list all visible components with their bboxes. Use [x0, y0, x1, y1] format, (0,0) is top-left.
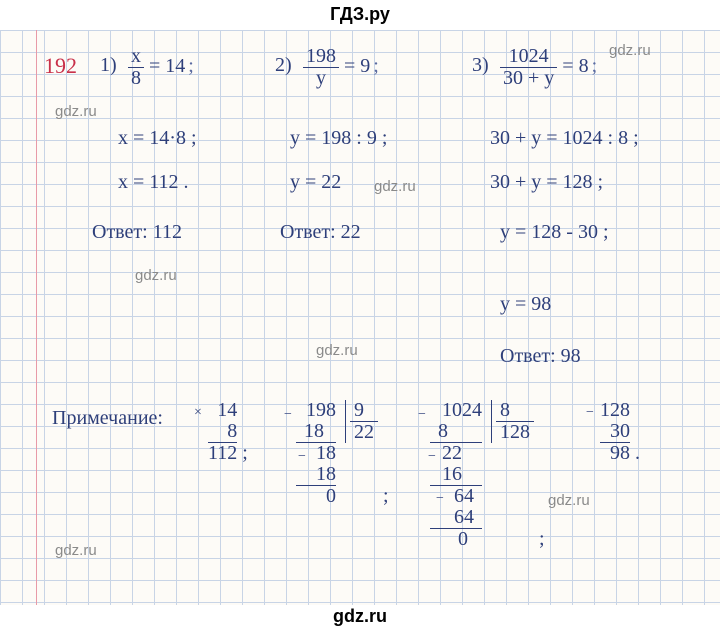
p3-step4: y = 98 [500, 294, 551, 314]
p2-step2: y = 22 [290, 172, 341, 192]
p1-answer: Ответ: 112 [92, 222, 182, 242]
watermark: gdz.ru [55, 542, 97, 559]
problem-number: 192 [44, 55, 77, 77]
calc-sub-128-30: − 128 30 98 . [600, 400, 640, 464]
p3-step1: 30 + y = 1024 : 8 ; [490, 128, 639, 148]
watermark: gdz.ru [55, 103, 97, 120]
margin-line [36, 30, 37, 605]
p3-step3: y = 128 - 30 ; [500, 222, 609, 242]
p1-equation: x8 = 14 [128, 46, 194, 89]
page-header: ГДЗ.ру [0, 4, 720, 25]
p2-answer: Ответ: 22 [280, 222, 361, 242]
page-footer: gdz.ru [0, 606, 720, 627]
p3-answer: Ответ: 98 [500, 346, 581, 366]
watermark: gdz.ru [609, 42, 651, 59]
p3-step2: 30 + y = 128 ; [490, 172, 603, 192]
p3-equation: 102430 + y = 8 [500, 46, 597, 89]
note-label: Примечание: [52, 408, 163, 428]
p2-equation: 198y = 9 [303, 46, 379, 89]
watermark: gdz.ru [374, 178, 416, 195]
watermark: gdz.ru [548, 492, 590, 509]
calc-mul-14x8: × 14 8 112 ; [208, 400, 248, 464]
calc-div-198-9: − 198 18 18 18 0 − 9 22 ; [296, 400, 389, 507]
p2-step1: y = 198 : 9 ; [290, 128, 387, 148]
watermark: gdz.ru [316, 342, 358, 359]
p1-step1: x = 14·8 ; [118, 128, 197, 148]
p1-label: 1) [100, 55, 117, 75]
calc-div-1024-8: − 1024 8 22 16 64 64 0 − − 8 128 ; [430, 400, 545, 550]
p1-step2: x = 112 . [118, 172, 189, 192]
p3-label: 3) [472, 55, 489, 75]
p2-label: 2) [275, 55, 292, 75]
graph-paper [0, 30, 720, 605]
watermark: gdz.ru [135, 267, 177, 284]
